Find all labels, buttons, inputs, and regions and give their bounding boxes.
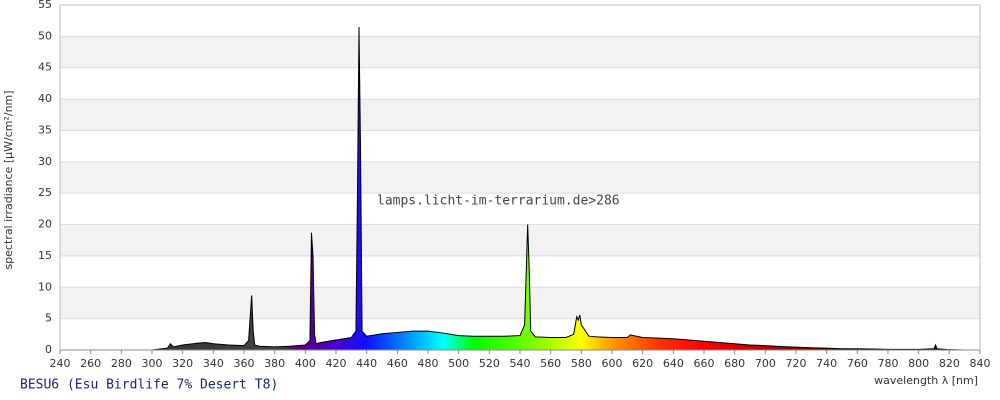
y-tick-label: 0 [45, 343, 52, 356]
x-tick-label: 360 [234, 357, 255, 370]
x-tick-label: 820 [939, 357, 960, 370]
x-tick-label: 300 [142, 357, 163, 370]
x-tick-label: 740 [816, 357, 837, 370]
y-tick-label: 30 [38, 155, 52, 168]
x-tick-label: 280 [111, 357, 132, 370]
y-tick-label: 5 [45, 312, 52, 325]
grid-band [60, 161, 980, 194]
grid-band [60, 99, 980, 131]
x-tick-label: 640 [663, 357, 684, 370]
x-tick-label: 720 [786, 357, 807, 370]
y-tick-label: 40 [38, 92, 52, 105]
x-tick-label: 420 [326, 357, 347, 370]
x-tick-label: 580 [571, 357, 592, 370]
x-tick-label: 760 [847, 357, 868, 370]
y-tick-label: 45 [38, 61, 52, 74]
x-tick-label: 520 [479, 357, 500, 370]
x-tick-label: 320 [172, 357, 193, 370]
x-tick-label: 800 [908, 357, 929, 370]
grid-band [60, 287, 980, 319]
spectrum-line [75, 26, 965, 351]
chart-title: BESU6 (Esu Birdlife 7% Desert T8) [20, 378, 278, 393]
x-tick-label: 660 [694, 357, 715, 370]
y-tick-label: 25 [38, 186, 52, 199]
x-tick-label: 460 [387, 357, 408, 370]
y-tick-label: 50 [38, 29, 52, 42]
grid-band [60, 36, 980, 68]
x-tick-label: 780 [878, 357, 899, 370]
y-tick-label: 20 [38, 218, 52, 231]
x-tick-label: 540 [510, 357, 531, 370]
x-tick-label: 340 [203, 357, 224, 370]
x-tick-label: 260 [80, 357, 101, 370]
annotation: lamps.licht-im-terrarium.de>286 [377, 194, 620, 209]
x-tick-label: 480 [418, 357, 439, 370]
y-tick-label: 10 [38, 280, 52, 293]
y-tick-label: 55 [38, 0, 52, 11]
x-tick-label: 400 [295, 357, 316, 370]
y-tick-label: 15 [38, 249, 52, 262]
x-tick-label: 680 [724, 357, 745, 370]
y-axis-label: spectral irradiance [µW/cm²/nm] [2, 90, 15, 269]
x-tick-label: 500 [448, 357, 469, 370]
x-tick-label: 700 [755, 357, 776, 370]
y-tick-label: 35 [38, 123, 52, 136]
x-tick-label: 620 [632, 357, 653, 370]
x-axis-label: wavelength λ [nm] [874, 374, 978, 387]
x-tick-label: 380 [264, 357, 285, 370]
x-tick-label: 440 [356, 357, 377, 370]
x-tick-label: 840 [970, 357, 991, 370]
x-tick-label: 600 [602, 357, 623, 370]
grid-band [60, 224, 980, 256]
x-tick-label: 240 [50, 357, 71, 370]
x-tick-label: 560 [540, 357, 561, 370]
